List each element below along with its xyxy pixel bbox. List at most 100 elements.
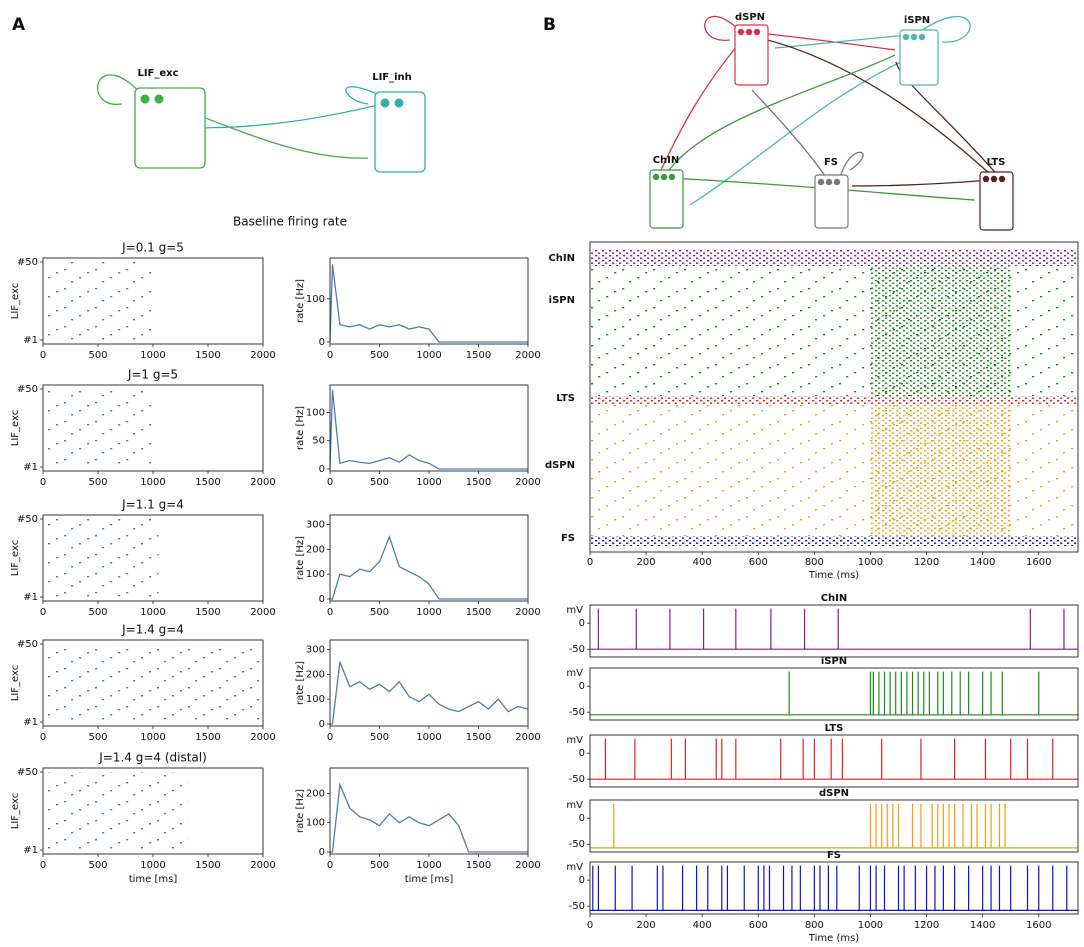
x-tick-label: 2000 xyxy=(250,732,275,743)
y-tick-label: 200 xyxy=(306,788,325,799)
node-box xyxy=(134,87,206,169)
y-axis-label: mV xyxy=(566,735,583,746)
panel-label: A xyxy=(12,15,26,35)
y-axis-label: mV xyxy=(566,668,583,679)
x-tick-label: 600 xyxy=(749,557,768,568)
node-dot xyxy=(154,94,164,104)
node-dot xyxy=(910,33,918,41)
x-tick-label: 0 xyxy=(40,350,46,361)
x-tick-label: 1500 xyxy=(466,350,491,361)
y-tick-label: 50 xyxy=(312,436,325,447)
plot-title: J=0.1 g=5 xyxy=(121,241,184,255)
x-tick-label: 0 xyxy=(40,732,46,743)
rate-line xyxy=(330,661,529,725)
x-tick-label: 0 xyxy=(587,557,593,568)
plot-title: J=1 g=5 xyxy=(127,368,178,382)
node-box xyxy=(899,29,939,86)
x-tick-label: 1500 xyxy=(466,607,491,618)
x-tick-label: 0 xyxy=(327,732,333,743)
plot-title: J=1.1 g=4 xyxy=(121,498,184,512)
node-box xyxy=(649,169,684,229)
y-tick-label: 0 xyxy=(579,618,585,629)
x-tick-label: 200 xyxy=(637,557,656,568)
panel-label: B xyxy=(543,15,556,35)
x-tick-label: 1400 xyxy=(970,557,995,568)
x-axis-label: Time (ms) xyxy=(808,933,860,944)
x-tick-label: 500 xyxy=(370,477,389,488)
trace-title: LTS xyxy=(825,723,844,734)
y-tick-label: 200 xyxy=(306,544,325,555)
raster-block xyxy=(43,772,189,850)
node-dot xyxy=(902,33,910,41)
y-axis-label: mV xyxy=(566,800,583,811)
x-tick-label: 500 xyxy=(88,477,107,488)
x-axis-label: time [ms] xyxy=(129,874,178,885)
y-tick-label: 300 xyxy=(306,644,325,655)
section-title: Baseline firing rate xyxy=(233,215,347,229)
rate-line xyxy=(329,389,528,470)
plot-title: J=1.4 g=4 xyxy=(121,623,184,637)
node-dot xyxy=(833,178,841,186)
node-label: ChIN xyxy=(653,155,680,166)
x-tick-label: 500 xyxy=(88,860,107,871)
node-dot xyxy=(817,178,825,186)
x-tick-label: 1500 xyxy=(466,860,491,871)
trace-title: ChIN xyxy=(821,593,848,604)
group-label: LTS xyxy=(556,393,575,404)
y-axis-label: rate [Hz] xyxy=(295,536,306,580)
x-tick-label: 0 xyxy=(40,860,46,871)
trace-title: FS xyxy=(827,850,841,861)
x-tick-label: 1000 xyxy=(416,607,441,618)
y-tick-label: 0 xyxy=(319,337,325,348)
x-tick-label: 1500 xyxy=(195,477,220,488)
x-tick-label: 2000 xyxy=(250,350,275,361)
x-tick-label: 2000 xyxy=(515,477,540,488)
x-tick-label: 1000 xyxy=(858,557,883,568)
node-label: LIF_inh xyxy=(372,72,412,83)
x-tick-label: 1000 xyxy=(416,477,441,488)
node-dot xyxy=(394,98,404,108)
axes-frame xyxy=(589,861,1079,915)
y-tick-label: 100 xyxy=(306,694,325,705)
node-dot xyxy=(753,28,761,36)
raster-group xyxy=(590,250,1078,266)
y-tick-label: 100 xyxy=(306,294,325,305)
x-tick-label: 1200 xyxy=(914,557,939,568)
y-tick-label: 0 xyxy=(579,748,585,759)
node-dot xyxy=(990,175,998,183)
y-axis-label: rate [Hz] xyxy=(295,406,306,450)
x-tick-label: 1500 xyxy=(195,350,220,361)
y-tick-label: #50 xyxy=(17,257,38,268)
y-tick-label: -50 xyxy=(569,707,585,718)
node-box xyxy=(734,24,769,86)
raster-block xyxy=(43,519,159,597)
x-tick-label: 400 xyxy=(693,557,712,568)
node-dot xyxy=(982,175,990,183)
x-tick-label: 1200 xyxy=(914,920,939,931)
x-tick-label: 1500 xyxy=(466,732,491,743)
y-axis-label: mV xyxy=(566,605,583,616)
node-label: LIF_exc xyxy=(137,68,178,79)
x-tick-label: 0 xyxy=(327,607,333,618)
axes-frame xyxy=(589,604,1079,658)
rate-line xyxy=(329,264,528,343)
x-tick-label: 800 xyxy=(805,920,824,931)
y-tick-label: 0 xyxy=(579,875,585,886)
x-tick-label: 0 xyxy=(327,860,333,871)
trace-title: iSPN xyxy=(821,656,847,667)
x-tick-label: 0 xyxy=(40,477,46,488)
y-tick-label: #1 xyxy=(23,592,38,603)
group-label: FS xyxy=(561,533,575,544)
x-tick-label: 2000 xyxy=(515,732,540,743)
node-label: dSPN xyxy=(735,12,765,23)
x-tick-label: 200 xyxy=(637,920,656,931)
trace-title: dSPN xyxy=(819,788,849,799)
group-label: iSPN xyxy=(549,295,575,306)
x-tick-label: 0 xyxy=(40,607,46,618)
x-tick-label: 1000 xyxy=(416,732,441,743)
axes-frame xyxy=(329,514,529,602)
raster-burst xyxy=(870,266,1011,396)
y-axis-label: LIF_exc xyxy=(10,283,21,320)
raster-block xyxy=(43,262,153,340)
x-tick-label: 500 xyxy=(88,607,107,618)
